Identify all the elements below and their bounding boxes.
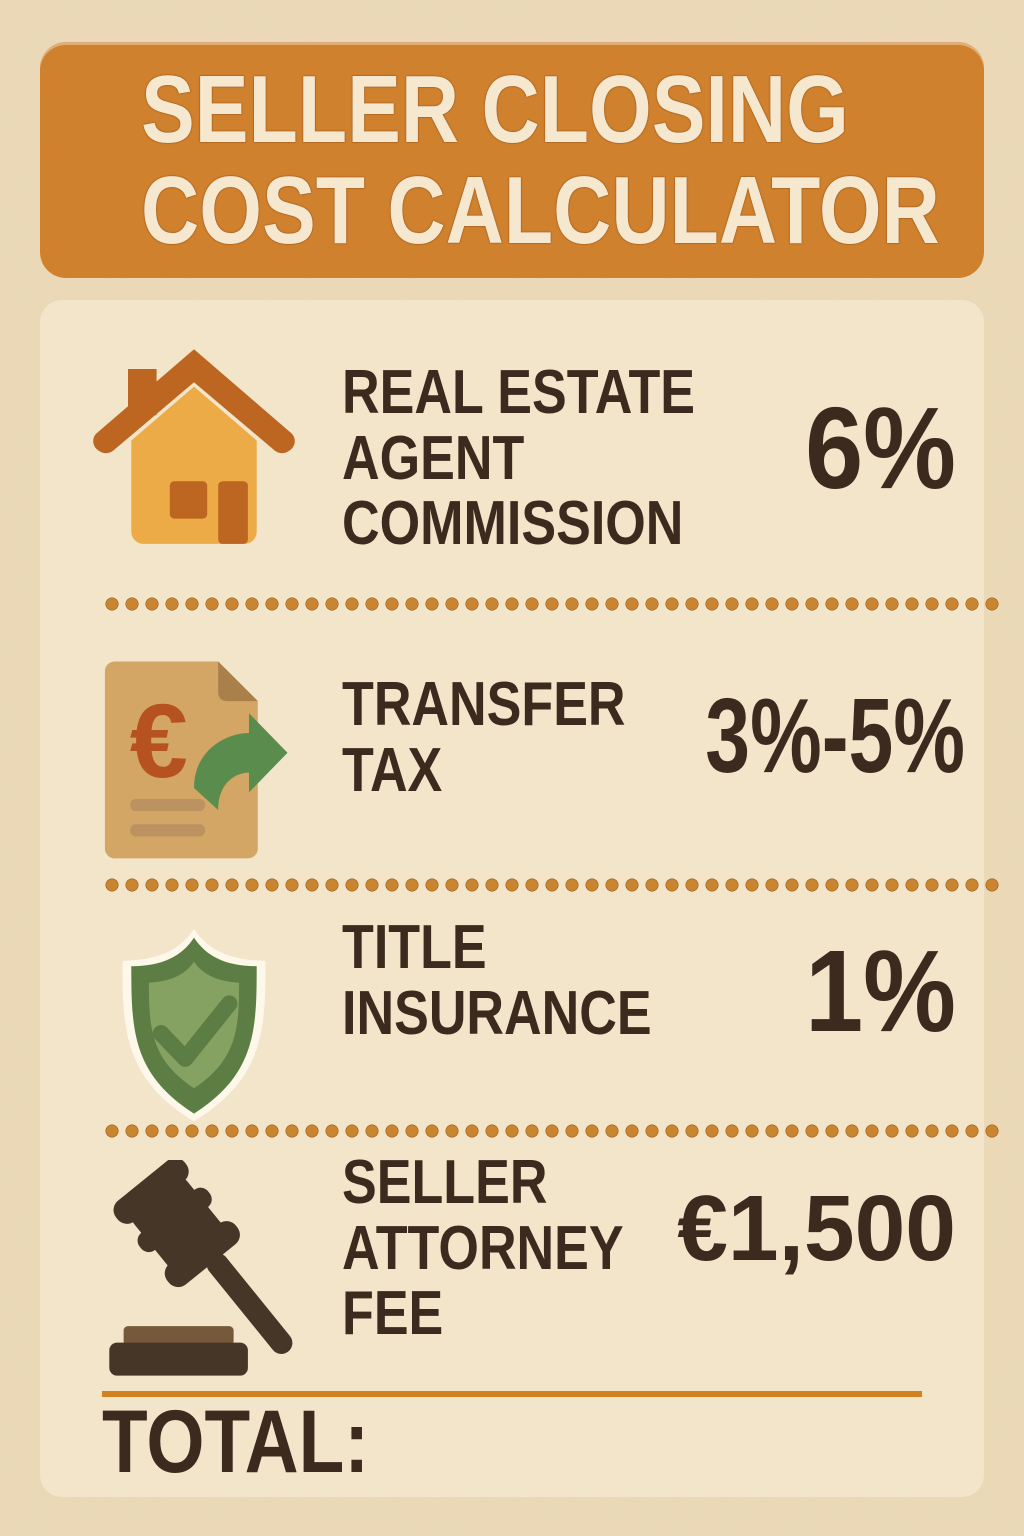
svg-text:€: € [130,683,188,800]
